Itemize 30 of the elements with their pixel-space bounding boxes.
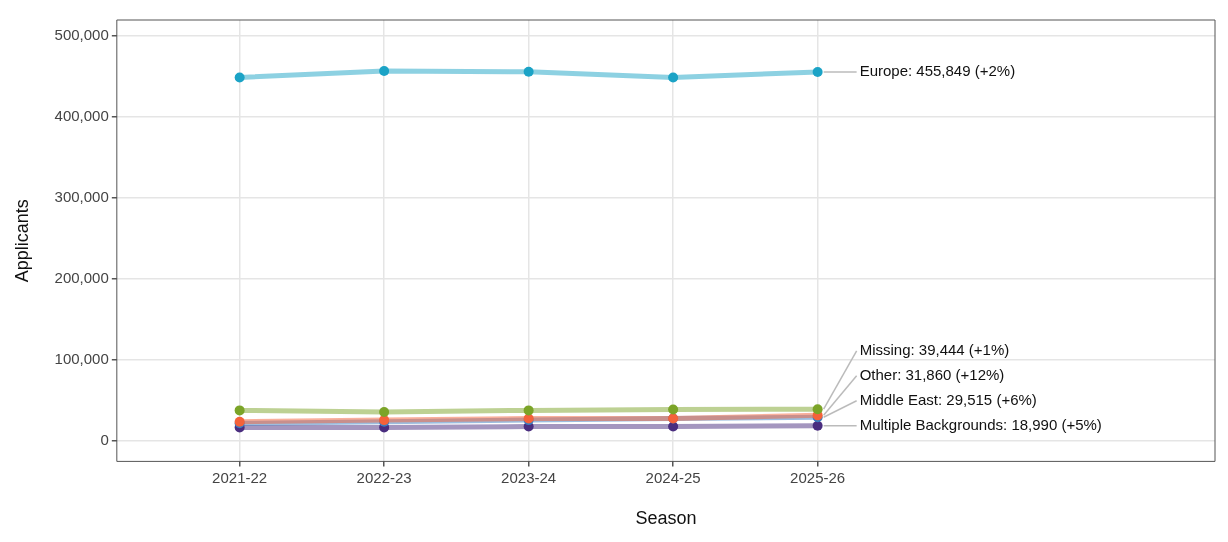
point — [812, 66, 823, 77]
point — [668, 421, 679, 432]
y-axis-title: Applicants — [11, 199, 32, 283]
point — [234, 72, 245, 83]
x-tick-label: 2024-25 — [645, 468, 701, 486]
annotation: Other: 31,860 (+12%) — [859, 365, 1005, 383]
point — [812, 420, 823, 431]
y-tick-label: 400,000 — [54, 107, 109, 125]
x-tick-label: 2021-22 — [212, 468, 268, 486]
point — [523, 405, 534, 416]
point — [523, 66, 534, 77]
y-tick-label: 500,000 — [54, 26, 109, 44]
x-tick-label: 2022-23 — [356, 468, 412, 486]
annotation: Europe: 455,849 (+2%) — [859, 62, 1016, 80]
x-tick-label: 2023-24 — [501, 468, 557, 486]
y-tick-label: 0 — [100, 431, 109, 449]
y-tick-label: 200,000 — [54, 269, 109, 287]
annotation: Missing: 39,444 (+1%) — [859, 340, 1010, 358]
y-tick-label: 100,000 — [54, 350, 109, 368]
point — [234, 405, 245, 416]
point — [668, 72, 679, 83]
x-tick-label: 2025-26 — [790, 468, 846, 486]
point — [812, 404, 823, 415]
y-tick-label: 300,000 — [54, 188, 109, 206]
x-axis-title: Season — [635, 508, 697, 529]
annotation: Multiple Backgrounds: 18,990 (+5%) — [859, 415, 1102, 433]
point — [668, 404, 679, 415]
annotation: Middle East: 29,515 (+6%) — [859, 390, 1037, 408]
point — [379, 66, 390, 77]
point — [379, 407, 390, 417]
